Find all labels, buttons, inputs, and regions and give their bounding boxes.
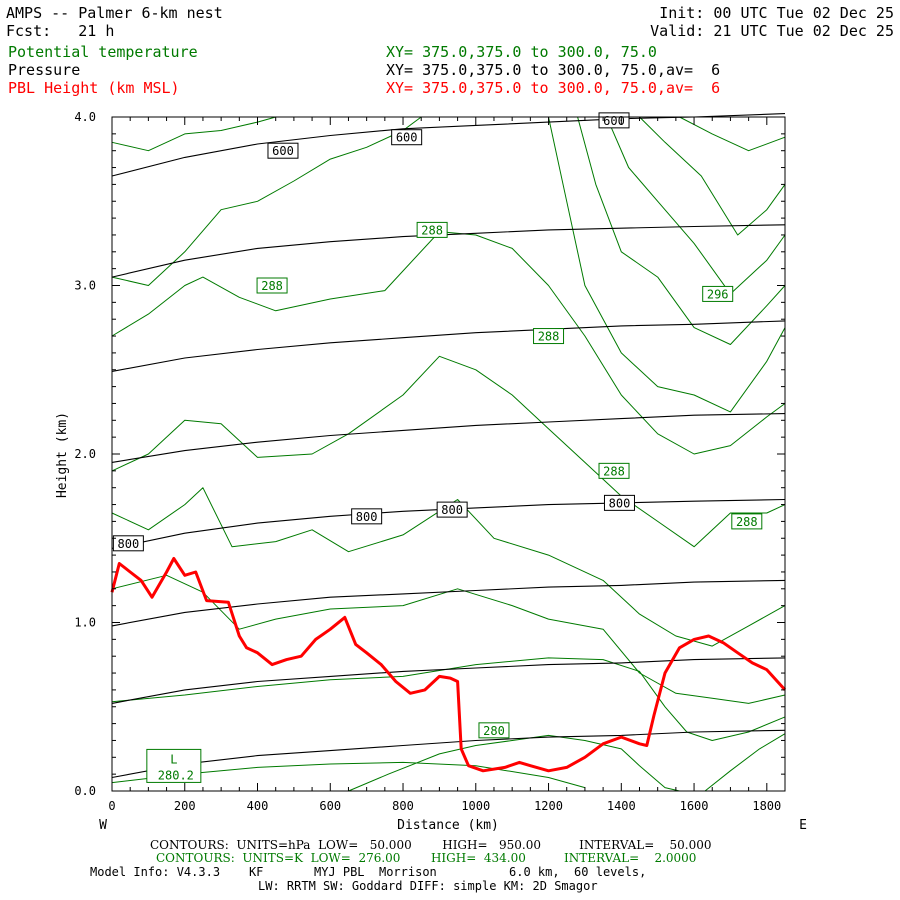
- x-axis-title: Distance (km): [397, 818, 499, 833]
- plot-frame: [111, 116, 786, 792]
- init-time: Init: 00 UTC Tue 02 Dec 25: [659, 4, 894, 22]
- theta-label: 288: [261, 279, 283, 293]
- field-pressure-name: Pressure: [8, 61, 81, 79]
- series-theta-288-k-upper: [111, 231, 786, 455]
- series-theta-286-k: [111, 574, 786, 704]
- y-axis-title: Height (km): [55, 412, 70, 498]
- field-pressure-xy: XY= 375.0,375.0 to 300.0, 75.0,av= 6: [386, 61, 721, 79]
- x-end-left: W: [99, 818, 107, 833]
- series-theta-282-k: [704, 733, 786, 792]
- series-pressure-850-hpa: [111, 579, 786, 627]
- x-tick-label: 200: [174, 799, 196, 813]
- pressure-label-box: [112, 535, 144, 552]
- series-pressure-700-hpa: [111, 320, 786, 372]
- footer-pressure-contours: CONTOURS: UNITS=hPa LOW= 50.000 HIGH= 95…: [150, 838, 712, 852]
- footer-theta-contours: CONTOURS: UNITS=K LOW= 276.00 HIGH= 434.…: [156, 851, 697, 865]
- theta-label: 288: [421, 223, 443, 237]
- pressure-contours: [111, 113, 786, 779]
- theta-label: 288: [736, 515, 758, 529]
- x-tick-label: 600: [319, 799, 341, 813]
- pressure-label-box: [603, 494, 635, 511]
- y-tick-label: 4.0: [74, 110, 96, 124]
- x-tick-label: 400: [247, 799, 269, 813]
- pressure-label: 800: [356, 510, 378, 524]
- field-pbl-name: PBL Height (km MSL): [8, 79, 180, 97]
- pressure-label-box: [391, 129, 423, 146]
- y-tick-label: 0.0: [74, 784, 96, 798]
- y-tick-label: 3.0: [74, 279, 96, 293]
- x-end-right: E: [799, 818, 807, 833]
- series-theta-294-k: [577, 116, 786, 345]
- low-marker-letter: L: [170, 752, 177, 766]
- series-pressure-950-hpa: [111, 729, 786, 779]
- theta-label: 296: [707, 287, 729, 301]
- series-theta-288-k-mid: [111, 355, 786, 548]
- theta-label-box: [416, 221, 448, 238]
- field-theta-xy: XY= 375.0,375.0 to 300.0, 75.0: [386, 43, 657, 61]
- pressure-label-box: [351, 508, 383, 525]
- valid-time: Valid: 21 UTC Tue 02 Dec 25: [650, 22, 894, 40]
- series-theta-upper-left: [111, 116, 276, 152]
- theta-label-box: [598, 462, 630, 479]
- series-theta-290-k: [111, 116, 422, 286]
- theta-label: 288: [538, 330, 560, 344]
- series-theta-288-k-lower: [111, 487, 786, 647]
- pbl-height-line: [110, 557, 787, 773]
- x-tick-label: 800: [392, 799, 414, 813]
- series-pressure-900-hpa: [111, 657, 786, 704]
- y-tick-label: 1.0: [74, 616, 96, 630]
- y-tick-label: 2.0: [74, 447, 96, 461]
- theta-label-box: [731, 513, 763, 530]
- field-theta-name: Potential temperature: [8, 43, 198, 61]
- theta-label-box: [256, 277, 288, 294]
- footer-model-info-2: LW: RRTM SW: Goddard DIFF: simple KM: 2D…: [258, 879, 598, 893]
- series-pressure-750-hpa: [111, 413, 786, 463]
- app-title: AMPS -- Palmer 6-km nest: [6, 4, 223, 22]
- series-theta-296-k: [606, 116, 786, 295]
- low-marker-box: [146, 748, 202, 783]
- pressure-label-box: [267, 142, 299, 159]
- theta-label-box: [478, 722, 510, 739]
- x-tick-label: 1800: [752, 799, 781, 813]
- pressure-label-box: [436, 501, 468, 518]
- theta-label: 288: [603, 464, 625, 478]
- series-theta-292-k: [548, 116, 786, 413]
- series-theta-298-k: [639, 116, 786, 236]
- theta-label-box: [533, 328, 565, 345]
- field-pbl-xy: XY= 375.0,375.0 to 300.0, 75.0,av= 6: [386, 79, 721, 97]
- x-tick-label: 1000: [461, 799, 490, 813]
- pressure-label: 800: [441, 503, 463, 517]
- axes: 0 200 400 600 800 1000 1200 1400 1600 1800 0.0 1.0 2…: [74, 110, 786, 813]
- x-tick-label: 1600: [680, 799, 709, 813]
- low-marker-value: 280.2: [158, 768, 194, 782]
- series-pressure-600-hpa: [111, 113, 786, 177]
- theta-label: 280: [483, 724, 505, 738]
- pressure-label: 600: [396, 131, 418, 145]
- theta-contours: [111, 116, 786, 792]
- forecast-hour: Fcst: 21 h: [6, 22, 115, 40]
- theta-label-box: [702, 285, 734, 302]
- series-theta-280-k: [348, 734, 680, 792]
- footer-model-info: Model Info: V4.3.3 KF MYJ PBL Morrison 6…: [90, 865, 647, 879]
- series-pbl-height-km-msl: [110, 557, 787, 773]
- pressure-label: 800: [118, 537, 140, 551]
- x-tick-label: 0: [108, 799, 115, 813]
- series-theta-284-k: [111, 657, 786, 741]
- series-theta-300-k: [679, 116, 786, 152]
- x-tick-label: 1200: [534, 799, 563, 813]
- x-tick-label: 1400: [607, 799, 636, 813]
- pressure-label: 600: [272, 144, 294, 158]
- pressure-label: 800: [609, 496, 631, 510]
